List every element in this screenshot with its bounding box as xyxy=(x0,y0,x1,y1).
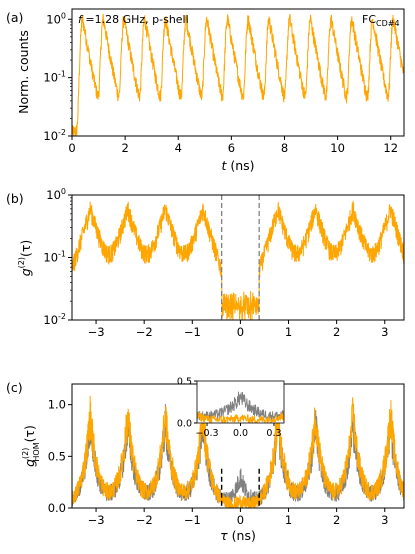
panel-b: (b) −3 −2 −1 0 1 2 3 100 10-1 10-2 g(2)(τ) xyxy=(6,187,405,339)
inset-xtick-label: 0.0 xyxy=(233,428,248,439)
panel-a-axes-frame xyxy=(71,8,405,137)
panel-c-label: (c) xyxy=(6,380,23,395)
inset-ticks: −0.3 0.0 0.30.00.5 xyxy=(177,377,282,440)
panel-a-xtick-label: 6 xyxy=(228,141,235,155)
panel-c-dashed-lines xyxy=(220,468,260,508)
panel-b-ticks: −3 −2 −1 0 1 2 3 100 10-1 10-2 xyxy=(43,187,388,339)
panel-b-xtick-label: −1 xyxy=(184,325,201,339)
panel-c-xlabel: τ (ns) xyxy=(220,528,256,543)
panel-b-xtick-label: 1 xyxy=(285,325,292,339)
panel-a-xtick-label: 12 xyxy=(383,141,398,155)
panel-c-xtick-label: −1 xyxy=(184,513,201,527)
panel-a: (a) 0 2 4 6 8 10 12 100 10-1 10-2 f =1.28 GHz, p-… xyxy=(6,8,405,173)
panel-a-xlabel: t (ns) xyxy=(221,158,254,173)
panel-b-xtick-label: 2 xyxy=(333,325,340,339)
panel-c-ytick-label: 1.0 xyxy=(48,398,66,412)
panel-c-series-line-2 xyxy=(72,395,404,508)
panel-a-series xyxy=(72,13,404,136)
panel-b-dashed-lines xyxy=(220,195,260,320)
panel-b-ytick-label: 100 xyxy=(46,187,66,202)
panel-b-ylabel: g(2)(τ) xyxy=(17,240,33,277)
panel-b-xtick-label: −2 xyxy=(136,325,153,339)
panel-c: (c) −3 −2 −1 0 1 2 3 0.0 0.5 1.0 g(2) HOM(τ) τ (ns… xyxy=(6,377,405,543)
inset-ytick-label: 0.0 xyxy=(177,419,192,430)
panel-a-corner-label: FCCD#4 xyxy=(362,13,400,28)
panel-c-xtick-label: −2 xyxy=(136,513,153,527)
panel-c-xtick-label: −3 xyxy=(88,513,105,527)
panel-c-ytick-label: 0.0 xyxy=(48,501,66,515)
panel-c-xtick-label: 2 xyxy=(333,513,340,527)
panel-a-ytick-label: 10-2 xyxy=(43,128,66,143)
panel-c-xtick-label: 0 xyxy=(237,513,244,527)
panel-b-series-line xyxy=(72,200,404,320)
panel-c-xtick-label: 3 xyxy=(381,513,388,527)
panel-a-xtick-label: 2 xyxy=(121,141,128,155)
panel-b-xtick-label: 0 xyxy=(237,325,244,339)
panel-b-series xyxy=(72,200,404,320)
inset-ytick-label: 0.5 xyxy=(177,377,192,388)
panel-a-xtick-label: 10 xyxy=(330,141,345,155)
panel-b-ytick-label: 10-2 xyxy=(43,312,66,327)
panel-a-xtick-label: 4 xyxy=(175,141,182,155)
panel-a-label: (a) xyxy=(6,10,23,25)
panel-c-series xyxy=(72,395,404,508)
panel-a-ytick-label: 10-1 xyxy=(43,70,66,85)
panel-a-ylabel: Norm. counts xyxy=(16,30,31,114)
panel-a-ytick-label: 100 xyxy=(46,11,66,26)
panel-c-ytick-label: 0.5 xyxy=(48,449,66,463)
panel-c-ylabel: g(2) HOM(τ) xyxy=(21,425,41,467)
inset-series xyxy=(197,391,284,423)
panel-a-ticks: 0 2 4 6 8 10 12 100 10-1 10-2 xyxy=(43,11,398,155)
panel-a-xtick-label: 8 xyxy=(281,141,288,155)
panel-b-label: (b) xyxy=(6,191,24,206)
inset-xtick-label: 0.3 xyxy=(266,428,281,439)
panel-a-xtick-label: 0 xyxy=(68,141,75,155)
panel-b-xtick-label: 3 xyxy=(381,325,388,339)
panel-a-annotation: f =1.28 GHz, p-shell xyxy=(78,13,189,26)
panel-b-ytick-label: 10-1 xyxy=(43,250,66,265)
inset-series-line-2 xyxy=(197,411,284,423)
panel-b-xtick-label: −3 xyxy=(88,325,105,339)
panel-c-inset: −0.3 0.0 0.30.00.5 xyxy=(177,377,285,440)
panel-c-ticks: −3 −2 −1 0 1 2 3 0.0 0.5 1.0 xyxy=(48,398,389,527)
inset-xtick-label: −0.3 xyxy=(195,428,218,439)
panel-a-series-line xyxy=(72,13,404,136)
inset-series-line-1 xyxy=(197,391,284,421)
panel-c-xtick-label: 1 xyxy=(285,513,292,527)
